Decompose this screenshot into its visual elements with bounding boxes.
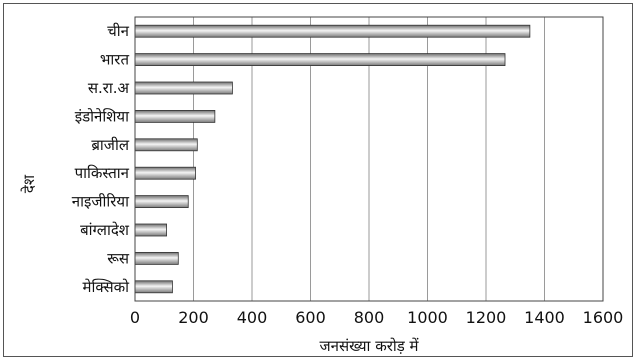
bars — [134, 24, 531, 294]
x-tick-label: 1000 — [407, 308, 448, 327]
x-tick-label: 1400 — [524, 308, 565, 327]
category-label: नाइजीरिया — [72, 193, 130, 211]
x-tick-label: 0 — [130, 308, 140, 327]
category-label: मेक्सिको — [83, 278, 131, 296]
bar — [134, 81, 233, 95]
bar — [134, 24, 531, 38]
category-label: पाकिस्तान — [75, 164, 130, 182]
bar — [134, 223, 167, 237]
category-label: रूस — [107, 249, 130, 267]
category-labels: चीन भारत स.रा.अ इंडोनेशिया ब्राजील पाकिस्तान न… — [72, 22, 130, 296]
x-tick-label: 600 — [295, 308, 326, 327]
x-tick-label: 1200 — [466, 308, 507, 327]
y-axis-title: देश — [20, 174, 38, 193]
bar — [134, 166, 196, 180]
category-label: स.रा.अ — [88, 79, 130, 97]
plot-area-border — [134, 16, 604, 302]
x-axis-title: जनसंख्या करोड़ में — [319, 337, 419, 355]
x-tick-label: 1600 — [583, 308, 624, 327]
x-tick-label: 400 — [237, 308, 268, 327]
category-label: इंडोनेशिया — [75, 107, 130, 125]
bar — [134, 195, 189, 209]
category-label: बांग्लादेश — [80, 221, 130, 239]
bar — [134, 251, 179, 265]
category-label: ब्राजील — [91, 136, 129, 154]
bar — [134, 138, 198, 152]
category-label: चीन — [107, 22, 129, 40]
category-label: भारत — [100, 51, 130, 69]
x-tick-labels: 0 200 400 600 800 1000 1200 1400 1600 — [130, 308, 623, 327]
x-tick-label: 800 — [354, 308, 385, 327]
bar — [134, 110, 216, 123]
x-tick-label: 200 — [178, 308, 209, 327]
bar — [134, 53, 506, 66]
bar — [134, 280, 173, 294]
